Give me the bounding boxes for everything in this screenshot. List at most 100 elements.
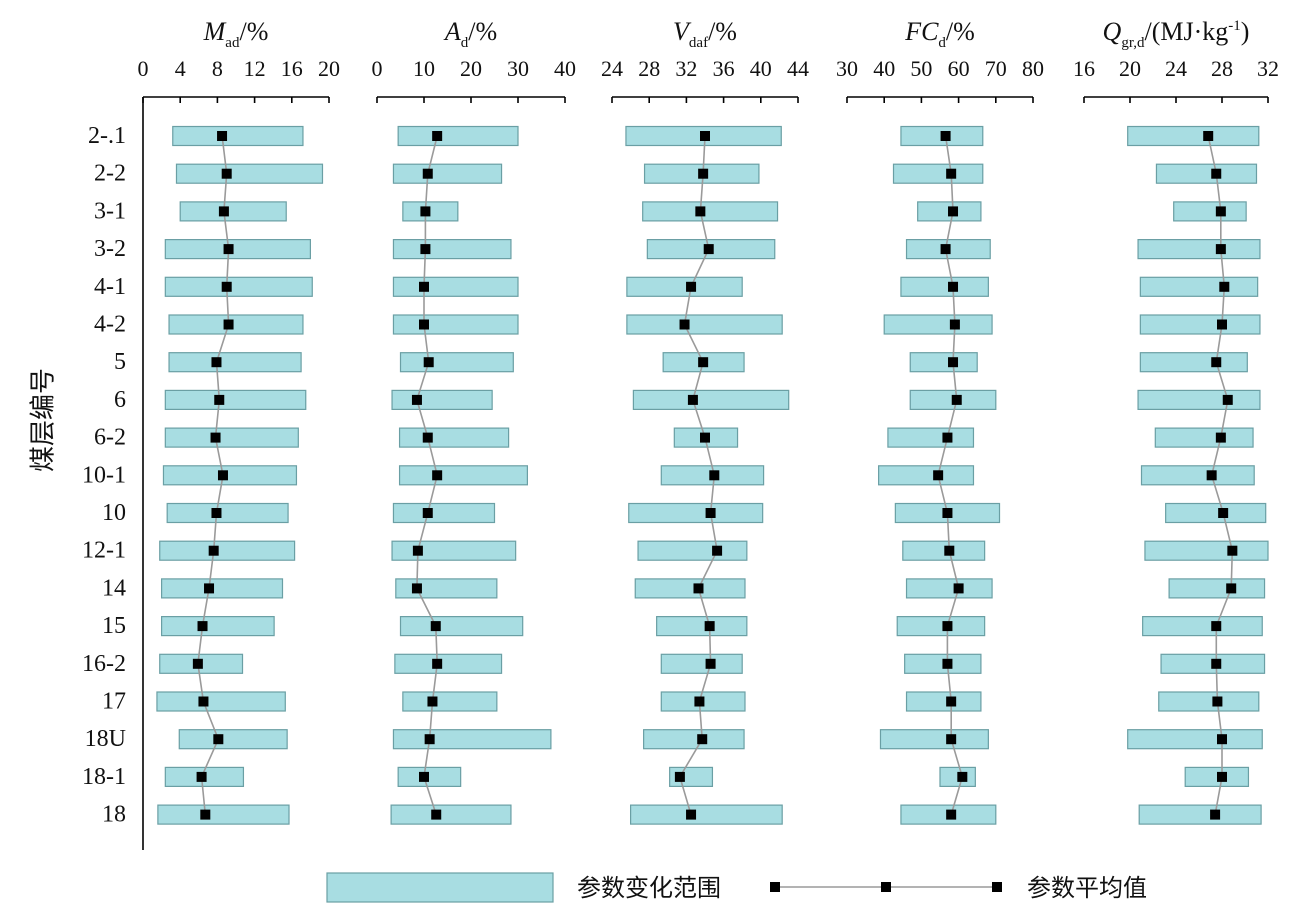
panel-3-mean-point-14 bbox=[942, 658, 953, 669]
panel-3-range-bar-16 bbox=[879, 729, 989, 750]
panel-2-mean-point-2 bbox=[695, 206, 706, 217]
panel-3-mean-point-16 bbox=[946, 734, 957, 745]
row-label-3: 3-2 bbox=[94, 236, 126, 262]
panel-1-mean-point-5 bbox=[419, 319, 429, 330]
panel-2-mean-point-11 bbox=[712, 545, 723, 556]
panel-2-mean-point-8 bbox=[700, 432, 710, 443]
panel-4-range-bar-5 bbox=[1139, 314, 1261, 335]
panel-1-tick-label-1: 10 bbox=[413, 56, 435, 81]
panel-0-mean-point-5 bbox=[223, 319, 234, 330]
panel-2-mean-point-12 bbox=[693, 583, 704, 594]
panel-1-mean-point-8 bbox=[422, 432, 433, 443]
panel-2-mean-point-3 bbox=[703, 244, 714, 255]
panel-0-range-bar-15 bbox=[156, 691, 286, 712]
legend-mean-point-2 bbox=[881, 882, 891, 892]
panel-3-mean-point-7 bbox=[951, 394, 962, 405]
panel-0-range-bar-13 bbox=[161, 615, 275, 637]
row-label-13: 15 bbox=[102, 613, 126, 639]
panel-3-range-bar-5 bbox=[883, 314, 993, 335]
panel-4-mean-point-3 bbox=[1215, 244, 1226, 255]
panel-2-range-bar-12 bbox=[634, 578, 746, 599]
panel-3-range-bar-8 bbox=[887, 427, 975, 448]
panel-1-tick-label-0: 0 bbox=[372, 56, 383, 81]
panel-4-mean-point-17 bbox=[1217, 771, 1227, 782]
panel-0-mean-point-2 bbox=[218, 206, 229, 217]
panel-3-mean-point-11 bbox=[944, 545, 955, 556]
panel-1-tick-label-4: 40 bbox=[554, 56, 576, 81]
panel-4-mean-point-13 bbox=[1211, 621, 1222, 632]
row-label-0: 2-.1 bbox=[88, 123, 126, 149]
panel-1-range-bar-17 bbox=[397, 766, 462, 788]
panel-1-range-bar-0 bbox=[397, 125, 519, 147]
panel-3-tick-label-3: 60 bbox=[948, 56, 970, 81]
row-label-4: 4-1 bbox=[94, 274, 126, 300]
row-label-17: 18-1 bbox=[82, 764, 126, 790]
panel-2-range-bar-5 bbox=[626, 314, 783, 335]
panel-4-range-bar-12 bbox=[1168, 578, 1266, 599]
panel-2-tick-label-2: 32 bbox=[675, 56, 697, 81]
panel-3-range-bar-9 bbox=[878, 465, 975, 486]
panel-4-mean-point-12 bbox=[1226, 583, 1237, 594]
panel-3-mean-point-15 bbox=[946, 696, 957, 707]
panel-0-tick-label-4: 16 bbox=[281, 56, 303, 81]
panel-4-range-bar-15 bbox=[1158, 691, 1260, 712]
panel-4-mean-point-2 bbox=[1215, 206, 1226, 217]
panel-0-mean-point-17 bbox=[196, 771, 207, 782]
panel-4-mean-point-10 bbox=[1218, 508, 1229, 518]
row-label-7: 6 bbox=[114, 387, 126, 413]
panel-1-mean-point-9 bbox=[432, 470, 443, 481]
panel-0-range-bar-9 bbox=[162, 465, 298, 486]
panel-4-range-bar-16 bbox=[1127, 729, 1263, 750]
row-label-1: 2-2 bbox=[94, 161, 126, 187]
panel-4-range-bar-11 bbox=[1144, 540, 1269, 561]
panel-3-tick-label-2: 50 bbox=[910, 56, 932, 81]
panel-0-range-bar-4 bbox=[164, 276, 313, 297]
panel-2-range-bar-14 bbox=[660, 653, 743, 674]
panel-2-tick-label-3: 36 bbox=[713, 56, 735, 81]
panel-4-mean-point-14 bbox=[1211, 658, 1222, 669]
panel-0-tick-label-3: 12 bbox=[244, 56, 266, 81]
panel-2-range-bar-11 bbox=[637, 540, 748, 561]
panel-4-range-bar-4 bbox=[1139, 276, 1259, 297]
panel-2-range-bar-13 bbox=[656, 615, 748, 637]
panel-3-mean-point-0 bbox=[940, 131, 951, 141]
panel-2-range-bar-10 bbox=[628, 502, 764, 524]
row-label-2: 3-1 bbox=[94, 198, 126, 224]
panel-0-tick-label-2: 8 bbox=[212, 56, 223, 81]
panel-1-range-bar-1 bbox=[392, 163, 503, 184]
panel-1-range-bar-13 bbox=[399, 615, 524, 637]
panel-4-range-bar-18 bbox=[1138, 804, 1262, 825]
panel-2-mean-point-6 bbox=[698, 357, 709, 368]
panel-1-mean-point-18 bbox=[431, 809, 442, 820]
panel-1-mean-point-15 bbox=[427, 696, 438, 707]
panel-1-mean-point-6 bbox=[423, 357, 434, 368]
panel-2-range-bar-18 bbox=[629, 804, 783, 825]
panel-4-mean-point-8 bbox=[1215, 432, 1226, 443]
panel-0-tick-label-0: 0 bbox=[138, 56, 149, 81]
panel-4-range-bar-9 bbox=[1140, 465, 1255, 486]
panel-3-mean-point-10 bbox=[942, 508, 953, 518]
panel-1-range-bar-4 bbox=[392, 276, 519, 297]
panel-0-range-bar-5 bbox=[168, 314, 304, 335]
panel-1: Ad/% 0 10 20 30 40 bbox=[372, 17, 576, 825]
panel-4-range-bar-0 bbox=[1127, 125, 1260, 147]
panel-0-mean-point-18 bbox=[200, 809, 211, 820]
panel-0-range-bar-11 bbox=[159, 540, 296, 561]
panel-0-mean-point-11 bbox=[208, 545, 219, 556]
panel-title-3: FCd/% bbox=[904, 17, 975, 51]
panel-2-range-bar-4 bbox=[626, 276, 743, 297]
legend-mean-label: 参数平均值 bbox=[1027, 874, 1147, 902]
panel-4-range-bar-3 bbox=[1137, 239, 1261, 260]
panel-0-mean-point-6 bbox=[211, 357, 222, 368]
y-axis: 煤层编号 2-.1 2-2 3-1 3-2 4-1 4-2 5 6 6-2 10-1 10 12-1 1… bbox=[29, 97, 144, 850]
panel-1-mean-point-1 bbox=[422, 168, 433, 179]
legend-mean-point-3 bbox=[992, 882, 1002, 892]
panel-4-range-bar-10 bbox=[1165, 502, 1267, 524]
panel-2-tick-label-4: 40 bbox=[750, 56, 772, 81]
row-label-16: 18U bbox=[85, 726, 126, 752]
panel-1-range-bar-6 bbox=[399, 352, 514, 373]
row-label-14: 16-2 bbox=[82, 651, 126, 677]
panel-0-mean-point-9 bbox=[217, 470, 228, 481]
row-label-6: 5 bbox=[114, 349, 126, 375]
panel-3-tick-label-0: 30 bbox=[836, 56, 858, 81]
